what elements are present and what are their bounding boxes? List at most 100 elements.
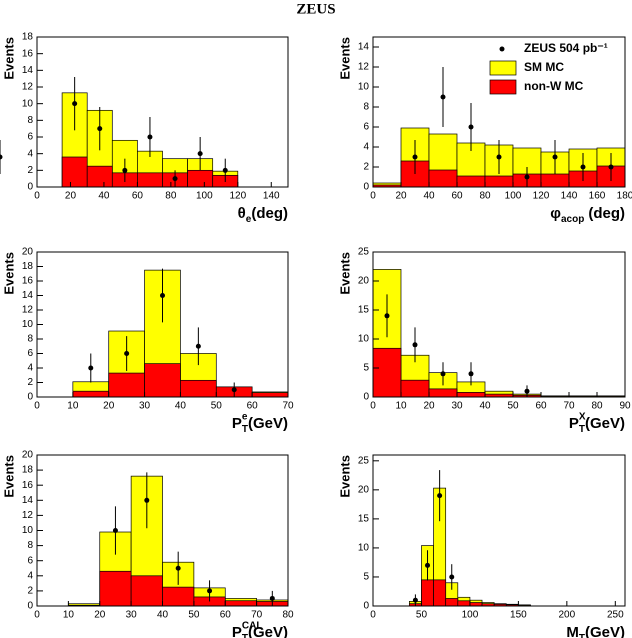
histogram-bar: [144, 363, 181, 398]
histogram-bar: [456, 392, 486, 398]
histogram-bar: [400, 379, 430, 398]
y-axis-label: Events: [1, 37, 16, 80]
y-tick-label: 0: [363, 392, 369, 403]
histogram-bar: [445, 598, 459, 607]
histogram-bar: [469, 602, 483, 607]
x-tick-label: 60: [535, 401, 547, 412]
x-tick-label: 60: [451, 191, 463, 202]
histogram-bar: [72, 390, 110, 398]
data-point: [231, 387, 237, 393]
x-axis-label: φacop (deg): [550, 205, 625, 225]
y-tick-label: 2: [27, 586, 33, 597]
plot-frame: [372, 36, 626, 188]
legend-label: SM MC: [524, 60, 564, 74]
y-tick-label: 2: [27, 165, 33, 176]
legend-swatch: [489, 60, 517, 76]
y-tick-label: 8: [363, 102, 369, 113]
y-tick-label: 14: [22, 495, 34, 506]
x-tick-label: 30: [451, 401, 463, 412]
histogram-bar: [251, 392, 289, 398]
data-point: [496, 154, 502, 160]
data-point: [197, 151, 203, 157]
x-tick-label: 60: [132, 191, 144, 202]
legend-swatch: [489, 79, 517, 95]
histogram-bar: [433, 579, 447, 607]
x-tick-label: 200: [559, 610, 576, 621]
x-tick-label: 90: [619, 401, 631, 412]
x-tick-label: 40: [98, 191, 110, 202]
y-tick-label: 0: [363, 182, 369, 193]
x-axis-label-unit: (GeV): [248, 415, 288, 432]
y-tick-label: 20: [22, 450, 34, 461]
data-point: [175, 565, 181, 571]
data-point: [524, 174, 530, 180]
x-tick-label: 80: [282, 610, 294, 621]
x-tick-label: 30: [139, 401, 151, 412]
x-axis-label-unit: (deg): [251, 205, 288, 222]
y-tick-label: 6: [363, 122, 369, 133]
x-tick-label: 150: [510, 610, 527, 621]
panel: 0 50 100 150 200 250 0 5 10 15 20 25 Events MT(GeV): [337, 454, 626, 638]
x-tick-label: 0: [34, 610, 40, 621]
y-tick-label: 14: [22, 290, 34, 301]
x-axis-label-sub: T: [242, 424, 248, 435]
histogram-bar: [428, 388, 458, 398]
x-tick-label: 20: [103, 401, 115, 412]
x-axis-label-unit: (GeV): [585, 415, 625, 432]
y-tick-label: 20: [22, 247, 34, 258]
x-tick-label: 140: [263, 191, 280, 202]
x-tick-label: 40: [175, 401, 187, 412]
x-axis-label-sup: CAL: [242, 621, 263, 632]
plot-frame: [372, 251, 626, 398]
data-point: [88, 365, 94, 371]
x-tick-label: 100: [505, 191, 522, 202]
y-tick-label: 5: [363, 572, 369, 583]
histogram-bar: [421, 579, 434, 607]
data-point: [172, 176, 178, 182]
x-tick-label: 100: [196, 191, 213, 202]
y-tick-label: 2: [363, 162, 369, 173]
y-tick-label: 4: [27, 570, 33, 581]
y-tick-label: 6: [27, 555, 33, 566]
y-tick-label: 12: [22, 510, 34, 521]
x-axis-label-base: P: [232, 415, 242, 432]
histogram-bar: [540, 173, 570, 188]
x-tick-label: 50: [188, 610, 200, 621]
x-tick-label: 80: [591, 401, 603, 412]
y-tick-label: 10: [22, 319, 34, 330]
y-tick-label: 4: [27, 148, 33, 159]
histogram-bar: [108, 372, 145, 398]
data-point: [440, 94, 446, 100]
x-tick-label: 120: [533, 191, 550, 202]
y-tick-label: 10: [358, 334, 370, 345]
x-tick-label: 80: [479, 191, 491, 202]
y-tick-label: 12: [358, 62, 370, 73]
data-point: [552, 154, 558, 160]
panel: 0 10 20 30 40 50 60 70 80 90 0 5 10 15 20 25 Events PT(Ge…: [337, 247, 631, 435]
y-tick-label: 15: [358, 305, 370, 316]
y-tick-label: 18: [22, 261, 34, 272]
data-point: [112, 528, 118, 533]
y-tick-label: 14: [358, 42, 370, 53]
x-axis-label-sub: acop: [561, 214, 584, 225]
data-point: [97, 126, 103, 132]
x-axis-label-sub: T: [242, 633, 248, 638]
y-tick-label: 10: [358, 543, 370, 554]
data-point: [437, 493, 443, 499]
x-axis-label-base: M: [566, 624, 579, 638]
x-tick-label: 120: [229, 191, 246, 202]
x-axis-label-base: P: [232, 624, 242, 638]
x-tick-label: 250: [607, 610, 624, 621]
x-tick-label: 0: [370, 401, 376, 412]
x-axis-label-base: θ: [238, 205, 246, 222]
x-axis-label: PT(GeV): [232, 415, 288, 435]
data-point: [412, 342, 418, 348]
data-point: [269, 595, 275, 601]
data-point: [412, 154, 418, 160]
legend-label: ZEUS 504 pb⁻¹: [524, 41, 608, 55]
x-tick-label: 70: [563, 401, 575, 412]
data-point: [122, 167, 128, 173]
x-tick-label: 30: [126, 610, 138, 621]
panel: 0 20 40 60 80 100 120 140 160 18002468101214Event…: [0, 36, 632, 225]
